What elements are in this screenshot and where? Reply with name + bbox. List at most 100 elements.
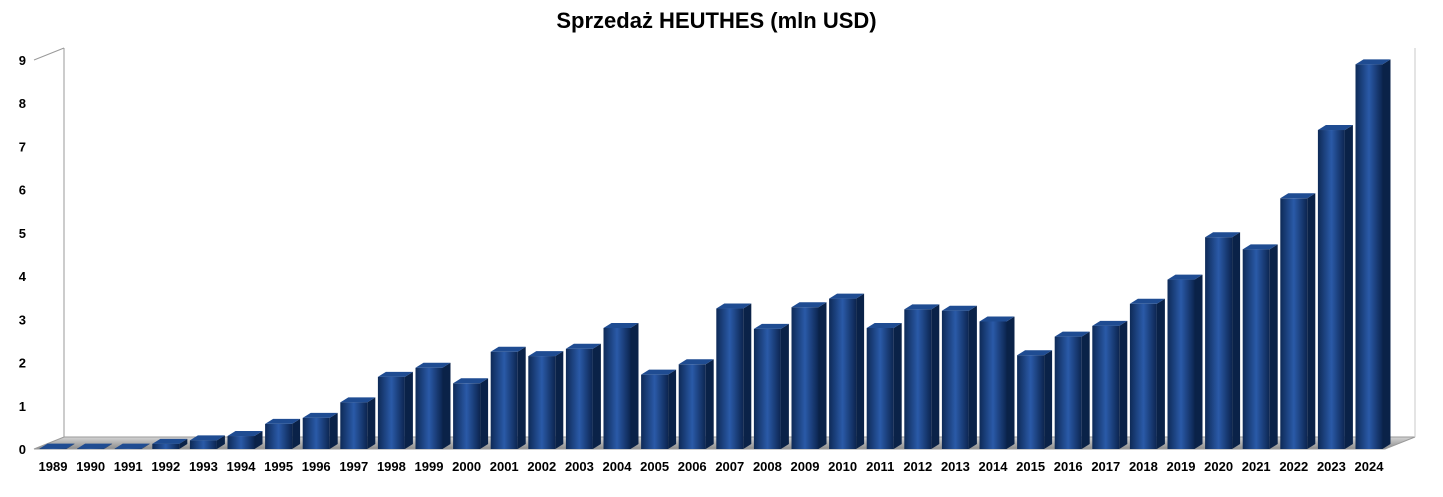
bar-side	[630, 322, 639, 449]
bar-series	[39, 59, 1391, 450]
bar	[1129, 298, 1165, 449]
x-tick-label: 2007	[715, 459, 744, 474]
bar-front	[866, 327, 894, 449]
bar-top	[1280, 193, 1316, 199]
y-tick-label: 5	[19, 226, 26, 241]
bar-top	[415, 362, 451, 368]
x-tick-label: 1998	[377, 459, 406, 474]
bar-side	[1307, 193, 1316, 449]
bar-top	[716, 303, 752, 309]
x-tick-label: 2001	[490, 459, 519, 474]
y-tick-label: 3	[19, 312, 26, 327]
bar	[1205, 232, 1241, 449]
bar-side	[1382, 59, 1391, 449]
bar-top	[189, 435, 225, 441]
bar-top	[829, 293, 865, 299]
bar-top	[265, 418, 301, 424]
x-tick-label: 1997	[339, 459, 368, 474]
bar	[114, 443, 150, 450]
bar-front	[791, 307, 819, 449]
bar	[152, 438, 188, 449]
bar-front	[1205, 237, 1233, 449]
bar-front	[904, 309, 932, 449]
bar	[1317, 125, 1353, 450]
bar-top	[1355, 59, 1391, 65]
y-tick-label: 8	[19, 96, 26, 111]
x-tick-label: 1991	[114, 459, 143, 474]
bar-top	[152, 438, 188, 444]
bar	[678, 359, 714, 449]
bar-side	[1081, 331, 1090, 449]
bar-front	[39, 448, 67, 450]
bar-side	[1119, 320, 1128, 449]
x-tick-label: 1993	[189, 459, 218, 474]
bar-top	[791, 302, 827, 308]
bar	[904, 304, 940, 449]
bar-side	[480, 378, 489, 449]
bar-front	[1167, 279, 1195, 449]
bar-side	[1232, 232, 1241, 449]
bar	[39, 443, 75, 450]
bar-top	[377, 371, 413, 377]
x-tick-label: 1989	[39, 459, 68, 474]
bar-top	[453, 378, 489, 384]
bar-top	[641, 369, 677, 375]
bar-front	[941, 310, 969, 449]
bar-front	[753, 328, 781, 449]
bar	[1092, 320, 1128, 449]
y-tick-label: 6	[19, 183, 26, 198]
bar-side	[141, 443, 150, 449]
x-tick-label: 2000	[452, 459, 481, 474]
x-tick-label: 2020	[1204, 459, 1233, 474]
bar	[753, 323, 789, 449]
bar-front	[302, 417, 330, 449]
bar-side	[517, 346, 526, 449]
bar	[528, 351, 564, 449]
bar-front	[528, 356, 556, 449]
y-tick-label: 1	[19, 399, 26, 414]
x-tick-label: 2022	[1279, 459, 1308, 474]
bar-side	[292, 418, 301, 449]
x-tick-label: 2011	[866, 459, 894, 474]
bar-front	[189, 440, 217, 449]
bar	[829, 293, 865, 449]
bar-front	[1017, 355, 1045, 449]
bar-top	[1054, 331, 1090, 337]
bar-top	[941, 305, 977, 311]
bar-top	[227, 431, 263, 437]
x-tick-label: 2009	[791, 459, 820, 474]
bar-side	[1006, 316, 1015, 449]
bar-side	[931, 304, 940, 449]
bar-front	[1129, 303, 1157, 449]
bar-top	[565, 343, 601, 349]
x-tick-label: 2019	[1167, 459, 1196, 474]
bar-side	[1269, 244, 1278, 449]
bar-front	[1242, 249, 1270, 449]
bar	[1167, 274, 1203, 449]
bar-side	[254, 431, 263, 449]
bar-front	[565, 348, 593, 449]
bar-front	[1355, 64, 1383, 450]
bar-top	[979, 316, 1015, 322]
bar-front	[678, 364, 706, 449]
x-tick-label: 2006	[678, 459, 707, 474]
bar-side	[1194, 274, 1203, 449]
bar-side	[705, 359, 714, 449]
bar-front	[340, 402, 368, 449]
x-tick-label: 2014	[979, 459, 1009, 474]
bar	[189, 435, 225, 449]
x-tick-label: 2003	[565, 459, 594, 474]
bar-top	[528, 351, 564, 357]
x-tick-label: 2008	[753, 459, 782, 474]
bar-front	[1054, 336, 1082, 449]
bar-top	[904, 304, 940, 310]
bar-front	[1317, 130, 1345, 449]
bar	[1242, 244, 1278, 449]
bar	[866, 322, 902, 449]
bar	[490, 346, 526, 449]
bar-top	[340, 397, 376, 403]
x-tick-label: 1995	[264, 459, 293, 474]
bar-top	[1092, 320, 1128, 326]
y-axis-ticks: 0 1 2 3 4 5 6 7 8 9	[19, 53, 27, 457]
bar	[641, 369, 677, 449]
